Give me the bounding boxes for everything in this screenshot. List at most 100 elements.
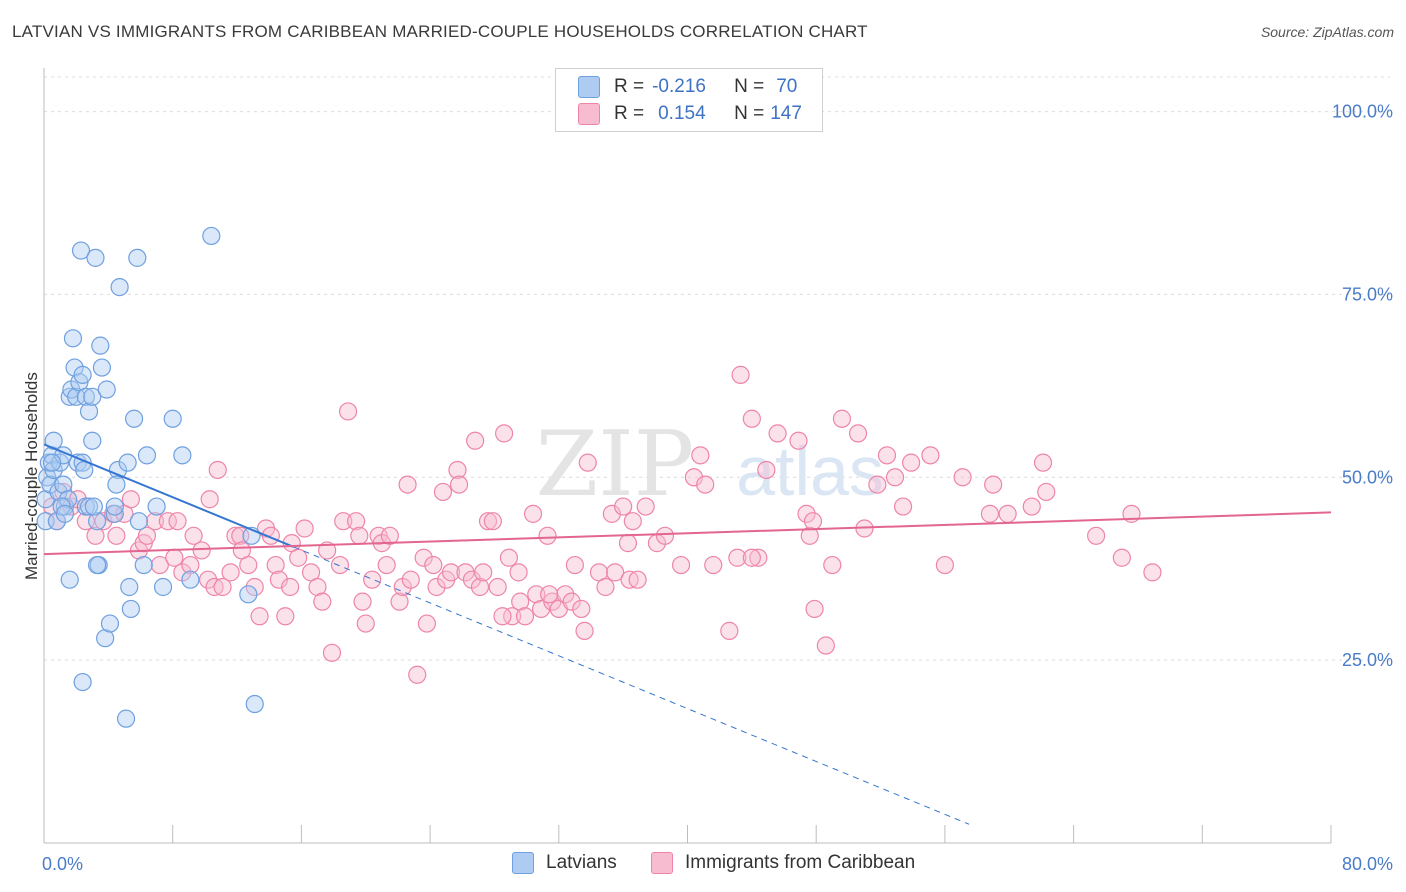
point-caribbean — [390, 592, 409, 611]
point-caribbean — [289, 548, 308, 567]
point-caribbean — [318, 541, 337, 560]
point-latvian — [42, 453, 62, 472]
point-latvian — [129, 512, 149, 531]
point-latvian — [105, 504, 124, 523]
point-caribbean — [596, 577, 615, 597]
point-caribbean — [628, 570, 647, 589]
point-latvian — [116, 709, 136, 728]
point-latvian — [124, 409, 144, 428]
point-caribbean — [483, 512, 502, 531]
point-latvian — [59, 490, 78, 509]
point-caribbean — [800, 526, 819, 545]
point-caribbean — [466, 431, 485, 450]
point-latvian — [245, 694, 264, 714]
point-caribbean — [742, 409, 761, 428]
y-tick-label: 75.0% — [1342, 284, 1393, 304]
point-latvian — [134, 555, 153, 575]
point-latvian — [71, 241, 91, 260]
point-latvian — [100, 614, 120, 633]
point-caribbean — [121, 490, 140, 509]
point-caribbean — [493, 607, 512, 626]
legend-swatch-latvians — [578, 76, 600, 98]
point-latvian — [153, 577, 173, 597]
x-tick-label-right: 80.0% — [1342, 854, 1393, 874]
point-latvian — [147, 497, 166, 516]
point-caribbean — [797, 504, 816, 523]
point-caribbean — [696, 475, 715, 494]
point-caribbean — [1037, 482, 1056, 502]
point-latvian — [83, 387, 102, 406]
n-value: 70 — [776, 76, 798, 97]
correlation-legend: R = -0.216 N = 70 R = 0.154 N = 147 — [555, 68, 823, 132]
point-caribbean — [338, 402, 358, 421]
point-latvian — [181, 570, 200, 589]
trend-lines — [43, 443, 1332, 825]
point-caribbean — [295, 519, 314, 538]
point-latvian — [54, 475, 73, 494]
point-latvian — [60, 387, 79, 406]
point-caribbean — [532, 599, 551, 619]
point-latvian — [118, 453, 137, 472]
point-caribbean — [602, 504, 621, 523]
point-caribbean — [1033, 453, 1053, 472]
point-caribbean — [408, 665, 427, 684]
point-caribbean — [511, 592, 530, 611]
point-caribbean — [523, 504, 543, 523]
point-latvian — [83, 431, 102, 450]
point-caribbean — [107, 526, 126, 545]
point-caribbean — [269, 570, 288, 589]
watermark: ZIP atlas — [536, 412, 884, 517]
point-latvian — [163, 409, 182, 428]
point-caribbean — [363, 570, 382, 589]
point-caribbean — [330, 555, 350, 575]
point-caribbean — [832, 409, 852, 428]
point-caribbean — [921, 446, 940, 465]
point-caribbean — [1087, 526, 1106, 545]
point-caribbean — [150, 555, 169, 575]
legend-row-caribbean: R = 0.154 N = 147 — [578, 102, 802, 126]
point-caribbean — [935, 555, 955, 575]
point-caribbean — [322, 643, 342, 662]
point-caribbean — [527, 585, 546, 604]
point-caribbean — [503, 607, 522, 626]
point-caribbean — [456, 563, 475, 582]
point-caribbean — [684, 468, 704, 487]
y-tick-label: 100.0% — [1332, 102, 1393, 122]
point-caribbean — [757, 460, 776, 480]
point-caribbean — [245, 577, 264, 597]
legend-label-latvians: Latvians — [546, 852, 617, 873]
point-caribbean — [980, 504, 1000, 523]
point-caribbean — [184, 526, 203, 545]
point-caribbean — [137, 526, 157, 545]
point-caribbean — [192, 541, 211, 560]
point-caribbean — [474, 563, 493, 582]
trend-line-latvians-extrapolated — [293, 546, 970, 825]
point-latvian — [73, 365, 92, 384]
point-caribbean — [276, 607, 295, 626]
point-caribbean — [1143, 563, 1162, 582]
point-caribbean — [478, 512, 498, 531]
point-caribbean — [749, 548, 768, 567]
point-caribbean — [848, 424, 868, 443]
point-caribbean — [470, 577, 490, 597]
point-caribbean — [449, 475, 469, 494]
point-caribbean — [572, 599, 591, 619]
point-latvian — [96, 629, 115, 648]
point-caribbean — [213, 577, 232, 597]
point-caribbean — [448, 460, 467, 480]
point-caribbean — [266, 555, 285, 575]
legend-item-latvians[interactable]: Latvians — [512, 852, 617, 874]
point-caribbean — [86, 526, 105, 545]
y-axis-label: Married-couple Households — [22, 372, 41, 580]
point-caribbean — [885, 468, 905, 487]
legend-swatch-caribbean — [651, 852, 673, 874]
trend-line-latvians — [43, 443, 294, 548]
watermark-atlas: atlas — [736, 432, 884, 510]
point-latvian — [108, 460, 128, 480]
r-value: 0.154 — [658, 103, 706, 124]
legend-item-caribbean[interactable]: Immigrants from Caribbean — [651, 852, 915, 874]
point-caribbean — [556, 585, 575, 604]
point-caribbean — [308, 577, 327, 597]
point-caribbean — [893, 497, 913, 516]
y-tick-label: 50.0% — [1342, 467, 1393, 487]
